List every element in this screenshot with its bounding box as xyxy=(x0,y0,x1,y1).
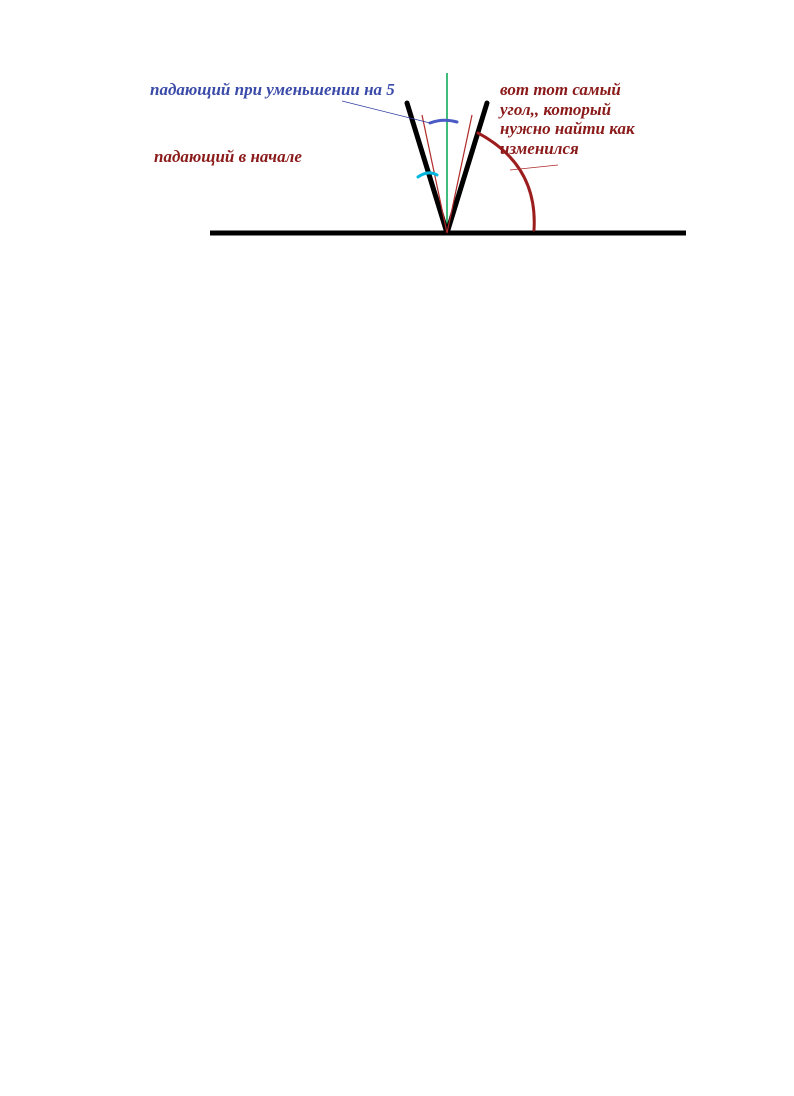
diagram-canvas: падающий при уменьшении на 5 падающий в … xyxy=(0,0,794,1096)
pointer-blue xyxy=(342,101,430,123)
label-mid-left: падающий в начале xyxy=(154,147,302,167)
reflected-shifted xyxy=(447,115,472,233)
label-top-left: падающий при уменьшении на 5 xyxy=(150,80,395,100)
label-right: вот тот самый угол,, который нужно найти… xyxy=(500,80,635,158)
top-arc xyxy=(430,120,457,123)
diagram-svg xyxy=(0,0,794,1096)
